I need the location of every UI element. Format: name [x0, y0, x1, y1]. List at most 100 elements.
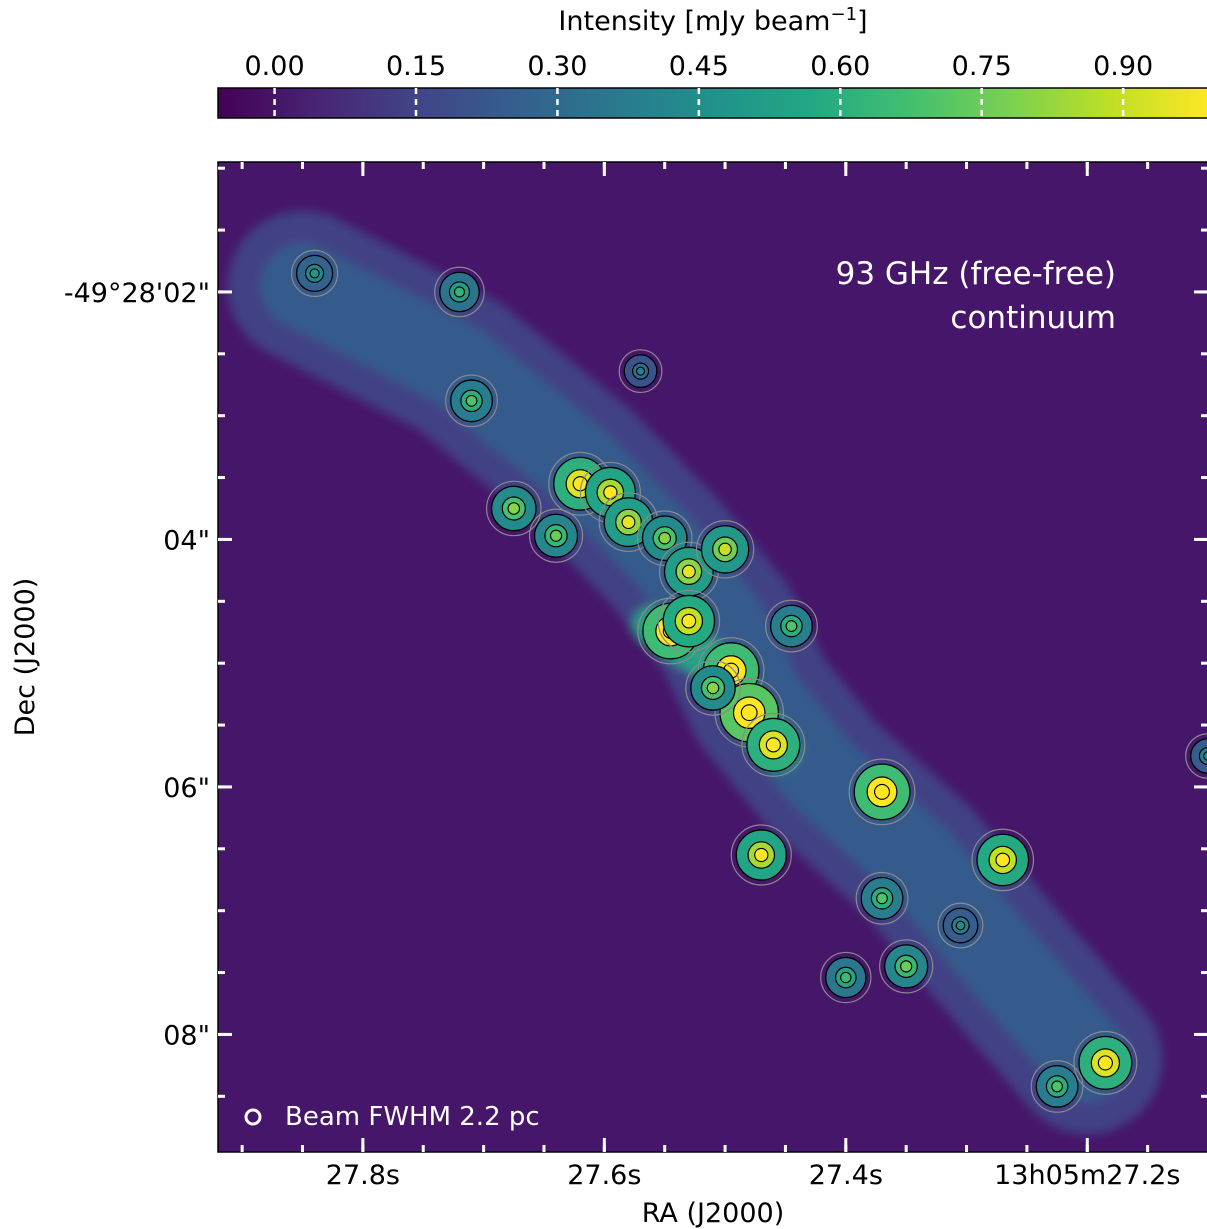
source-outer-contour: [1073, 1030, 1138, 1095]
source-outer-contour: [618, 349, 663, 394]
source-peak: [1051, 1080, 1063, 1093]
source-peak: [785, 620, 798, 632]
source-outer-contour: [434, 266, 485, 318]
source-peak: [309, 268, 320, 279]
source-outer-contour: [879, 939, 934, 994]
source-outer-contour: [290, 249, 339, 297]
source-outer-contour: [820, 951, 872, 1004]
x-tick-label: 27.4s: [809, 1160, 883, 1191]
source: [485, 480, 542, 537]
colorbar-title-close: ]: [857, 6, 868, 37]
colorbar-title-text: Intensity [mJy beam: [558, 6, 830, 37]
source-outer-contour: [730, 824, 792, 886]
source: [848, 758, 916, 826]
source-peak: [681, 564, 696, 579]
annotation-line-1: 93 GHz (free-free): [836, 256, 1116, 292]
colorbar-tick-label: 0.30: [527, 51, 587, 82]
source-outer-contour: [657, 589, 721, 653]
colorbar-tick-label: 0.00: [245, 51, 305, 82]
source-peak: [1203, 751, 1207, 761]
source: [820, 951, 872, 1004]
beam-marker: [244, 1108, 262, 1126]
source-outer-contour: [937, 902, 984, 949]
colorbar-tick-label: 0.15: [386, 51, 446, 82]
source: [434, 266, 485, 318]
source-peak: [1097, 1055, 1113, 1071]
source-peak: [900, 960, 913, 973]
source-peak: [874, 783, 891, 800]
source: [741, 712, 806, 777]
map-frame: [217, 161, 1207, 1153]
source-peak: [955, 920, 966, 931]
colorbar-ticks: 0.00 0.15 0.30 0.45 0.60 0.75 0.90: [245, 51, 1153, 118]
source: [971, 828, 1035, 892]
source-peak: [636, 366, 646, 376]
source: [937, 902, 984, 949]
source: [695, 520, 755, 579]
source: [618, 349, 663, 394]
source: [1030, 1060, 1084, 1113]
source: [879, 939, 934, 994]
colorbar-title-exponent: −1: [830, 4, 857, 25]
source: [855, 871, 909, 925]
source-peak: [465, 394, 478, 407]
source: [290, 249, 339, 297]
source-peak: [706, 681, 720, 695]
source-peak: [681, 613, 697, 629]
source-peak: [995, 852, 1011, 868]
source: [1185, 733, 1207, 779]
source-peak: [754, 847, 769, 863]
source: [685, 660, 741, 716]
source-peak: [549, 529, 563, 542]
source-peak: [603, 485, 618, 500]
source-outer-contour: [445, 374, 498, 428]
annotation-line-2: continuum: [950, 300, 1116, 336]
source: [528, 508, 584, 563]
source: [636, 510, 693, 567]
source-outer-contour: [528, 508, 584, 563]
source-outer-contour: [971, 828, 1035, 892]
colorbar-tick-label: 0.90: [1093, 51, 1153, 82]
compact-sources: [290, 249, 1207, 1113]
colorbar-title: Intensity [mJy beam−1]: [558, 4, 867, 37]
y-tick-label: 08": [163, 1020, 210, 1051]
source-outer-contour: [848, 758, 916, 826]
source: [445, 374, 498, 428]
x-tick-label: 13h05m27.2s: [994, 1160, 1180, 1191]
colorbar-gradient: [217, 87, 1207, 119]
source-peak: [507, 502, 521, 515]
colorbar-tick-label: 0.75: [952, 51, 1012, 82]
source-peak: [718, 542, 732, 557]
colorbar-tick-label: 0.45: [669, 51, 729, 82]
source-peak: [840, 971, 852, 984]
source-outer-contour: [685, 660, 741, 716]
y-tick-label: 06": [163, 773, 210, 804]
y-tick-label: 04": [163, 525, 210, 556]
source-peak: [453, 286, 466, 298]
colorbar: 0.00 0.15 0.30 0.45 0.60 0.75 0.90 Intensity […: [217, 4, 1207, 119]
source-outer-contour: [485, 480, 542, 537]
source: [765, 599, 818, 653]
x-tick-label: 27.6s: [567, 1160, 641, 1191]
source-outer-contour: [741, 712, 806, 777]
source: [730, 824, 792, 886]
source-outer-contour: [1030, 1060, 1084, 1113]
source-peak: [876, 892, 888, 905]
source-peak: [765, 737, 781, 753]
y-tick-label: -49°28'02": [64, 278, 210, 309]
x-axis-label: RA (J2000): [642, 1198, 784, 1229]
source-outer-contour: [1185, 733, 1207, 779]
source: [657, 589, 721, 653]
source-peak: [740, 704, 758, 722]
source: [1073, 1030, 1138, 1095]
source-outer-contour: [765, 599, 818, 653]
source-outer-contour: [695, 520, 755, 579]
intensity-map: [218, 162, 1207, 1152]
colorbar-tick-label: 0.60: [810, 51, 870, 82]
x-tick-label: 27.8s: [326, 1160, 400, 1191]
source-peak: [621, 515, 636, 530]
source-outer-contour: [855, 871, 909, 925]
y-axis-label: Dec (J2000): [10, 578, 41, 737]
beam-label: Beam FWHM 2.2 pc: [285, 1102, 540, 1132]
